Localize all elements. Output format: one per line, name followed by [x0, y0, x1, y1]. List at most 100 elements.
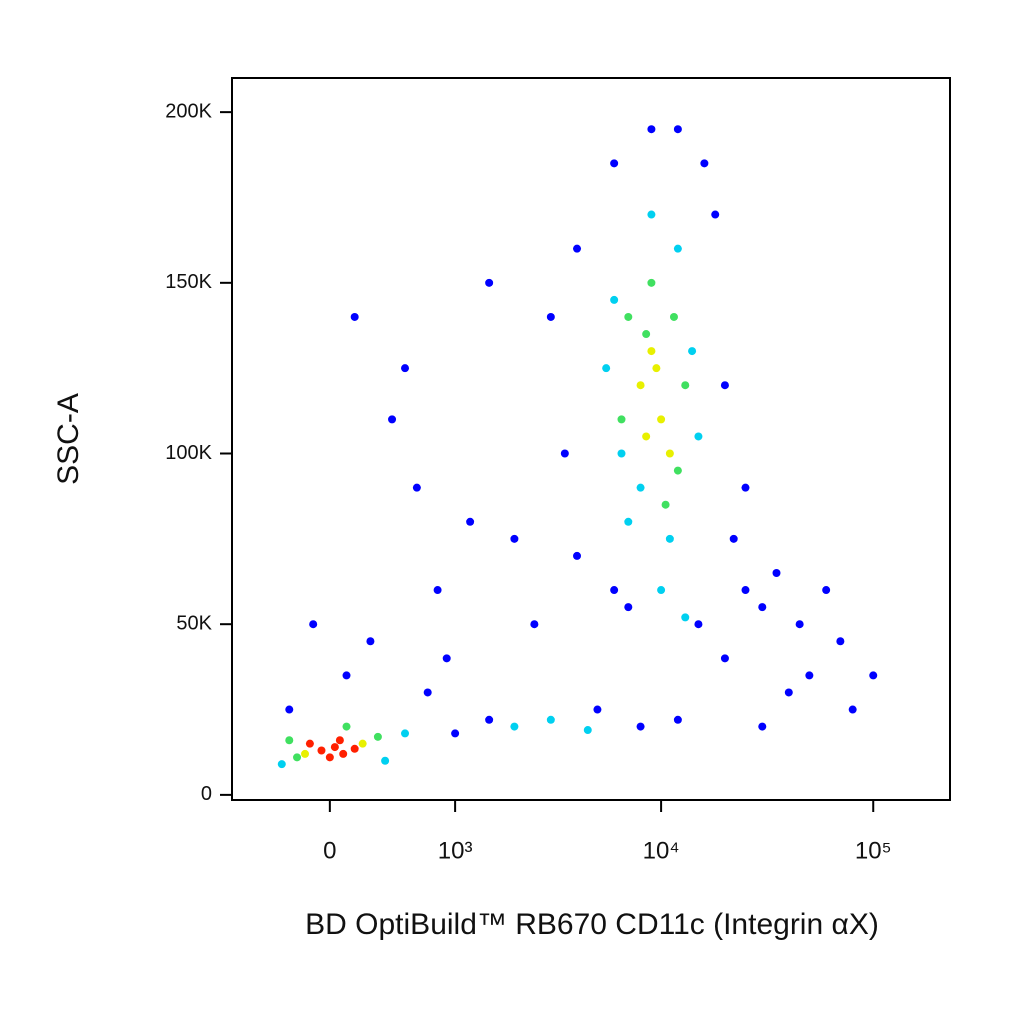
- point: [610, 159, 619, 168]
- point: [350, 312, 359, 321]
- point: [657, 415, 666, 424]
- point: [784, 688, 793, 697]
- point: [335, 736, 344, 745]
- point: [277, 760, 286, 769]
- point: [388, 415, 397, 424]
- point: [401, 729, 410, 738]
- point: [694, 620, 703, 629]
- point: [451, 729, 460, 738]
- point: [350, 744, 359, 753]
- point: [652, 364, 661, 373]
- point: [617, 415, 626, 424]
- point: [573, 551, 582, 560]
- y-tick-label: 100K: [165, 442, 212, 464]
- point: [805, 671, 814, 680]
- point: [610, 295, 619, 304]
- point: [339, 749, 348, 758]
- point: [342, 671, 351, 680]
- point: [530, 620, 539, 629]
- point: [433, 586, 442, 595]
- point: [673, 125, 682, 134]
- point: [442, 654, 451, 663]
- x-tick-label: 10⁴: [643, 837, 680, 864]
- point: [610, 586, 619, 595]
- point: [694, 432, 703, 441]
- point: [373, 732, 382, 741]
- point: [301, 749, 310, 758]
- point: [669, 312, 678, 321]
- point: [642, 330, 651, 339]
- point: [741, 483, 750, 492]
- x-tick-label: 10⁵: [855, 837, 892, 864]
- point: [795, 620, 804, 629]
- point: [665, 449, 674, 458]
- point: [729, 534, 738, 543]
- point: [602, 364, 611, 373]
- point: [325, 753, 334, 762]
- point: [423, 688, 432, 697]
- point: [573, 244, 582, 253]
- point: [285, 705, 294, 714]
- point: [485, 715, 494, 724]
- point: [560, 449, 569, 458]
- point: [836, 637, 845, 646]
- point: [317, 746, 326, 755]
- point: [305, 739, 314, 748]
- point: [636, 722, 645, 731]
- point: [358, 739, 367, 748]
- point: [647, 278, 656, 287]
- point: [673, 715, 682, 724]
- point: [309, 620, 318, 629]
- point: [401, 364, 410, 373]
- point: [869, 671, 878, 680]
- point: [583, 726, 592, 735]
- point: [822, 586, 831, 595]
- point: [624, 517, 633, 526]
- point: [741, 586, 750, 595]
- point: [593, 705, 602, 714]
- y-tick-label: 0: [201, 783, 212, 805]
- y-axis-label: SSC-A: [52, 393, 85, 485]
- point: [293, 753, 302, 762]
- point: [617, 449, 626, 458]
- point: [546, 312, 555, 321]
- point: [681, 381, 690, 390]
- point: [681, 613, 690, 622]
- point: [342, 722, 351, 731]
- point: [758, 603, 767, 612]
- point: [624, 312, 633, 321]
- y-tick-label: 200K: [165, 100, 212, 122]
- point: [510, 722, 519, 731]
- y-tick-label: 150K: [165, 271, 212, 293]
- point: [673, 466, 682, 475]
- point: [647, 210, 656, 219]
- point: [636, 381, 645, 390]
- point: [848, 705, 857, 714]
- point: [412, 483, 421, 492]
- point: [642, 432, 651, 441]
- point: [688, 347, 697, 356]
- point: [466, 517, 475, 526]
- point: [657, 586, 666, 595]
- point: [700, 159, 709, 168]
- point: [624, 603, 633, 612]
- point: [285, 736, 294, 745]
- x-tick-label: 0: [323, 837, 336, 864]
- point: [720, 654, 729, 663]
- point: [665, 534, 674, 543]
- point: [366, 637, 375, 646]
- point: [485, 278, 494, 287]
- point: [330, 743, 339, 752]
- point: [381, 756, 390, 765]
- x-axis-label: BD OptiBuild™ RB670 CD11c (Integrin αX): [305, 908, 879, 941]
- point: [772, 568, 781, 577]
- point: [647, 125, 656, 134]
- point: [636, 483, 645, 492]
- y-tick-label: 50K: [176, 612, 212, 634]
- point: [510, 534, 519, 543]
- point: [711, 210, 720, 219]
- plot-frame: [231, 77, 951, 801]
- point: [673, 244, 682, 253]
